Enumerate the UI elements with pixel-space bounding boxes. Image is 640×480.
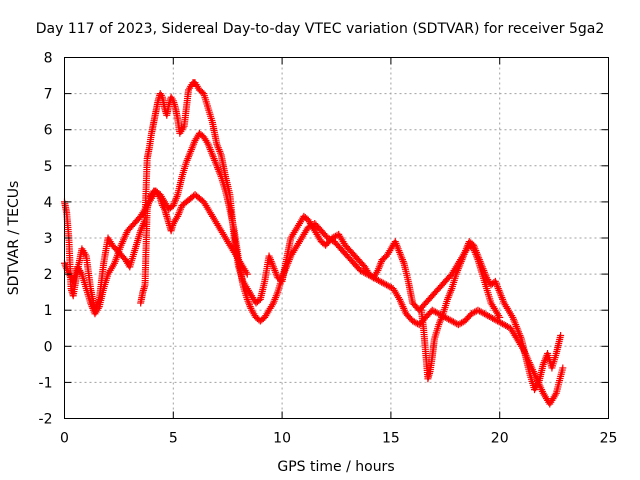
series-2 (61, 129, 567, 408)
y-tick-label: 7 (44, 87, 53, 103)
plot-frame (64, 57, 609, 419)
data-point (559, 364, 567, 372)
data-point (557, 331, 565, 339)
x-tick-label: 20 (491, 431, 509, 447)
x-tick-label: 5 (169, 431, 178, 447)
data-points-layer (61, 79, 567, 408)
y-tick-label: 6 (44, 123, 53, 139)
data-point (496, 313, 504, 321)
y-tick-label: 5 (44, 159, 53, 175)
data-point (458, 319, 466, 327)
data-point (471, 308, 479, 316)
x-tick-label: 0 (60, 431, 69, 447)
y-tick-label: -2 (39, 412, 53, 428)
y-tick-label: 1 (44, 303, 53, 319)
y-tick-label: 0 (44, 339, 53, 355)
y-tick-label: -1 (39, 375, 53, 391)
data-point (243, 270, 251, 278)
x-tick-label: 10 (273, 431, 291, 447)
series-4 (417, 241, 504, 383)
axis-layer: -2 -1 0 1 2 3 4 5 6 7 8 0 5 10 15 20 25 (39, 51, 618, 447)
x-tick-label: 15 (382, 431, 400, 447)
y-tick-label: 3 (44, 231, 53, 247)
y-tick-label: 2 (44, 267, 53, 283)
x-tick-label: 25 (600, 431, 618, 447)
chart-title: Day 117 of 2023, Sidereal Day-to-day VTE… (36, 21, 605, 37)
y-axis-label: SDTVAR / TECUs (6, 181, 22, 296)
y-tick-label: 4 (44, 195, 53, 211)
series-3 (137, 187, 251, 307)
x-axis-label: GPS time / hours (277, 459, 394, 475)
y-tick-label: 8 (44, 51, 53, 67)
